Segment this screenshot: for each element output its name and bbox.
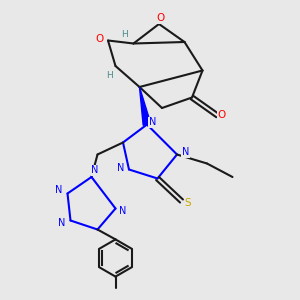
Text: H: H — [106, 70, 113, 80]
Text: H: H — [121, 30, 128, 39]
Text: N: N — [119, 206, 127, 217]
Polygon shape — [140, 87, 151, 125]
Text: O: O — [218, 110, 226, 121]
Text: N: N — [182, 147, 189, 157]
Text: O: O — [156, 13, 165, 23]
Text: N: N — [117, 163, 124, 173]
Text: O: O — [95, 34, 104, 44]
Text: N: N — [55, 185, 62, 195]
Text: N: N — [58, 218, 65, 229]
Text: N: N — [92, 165, 99, 176]
Text: S: S — [185, 197, 191, 208]
Text: N: N — [149, 117, 156, 127]
